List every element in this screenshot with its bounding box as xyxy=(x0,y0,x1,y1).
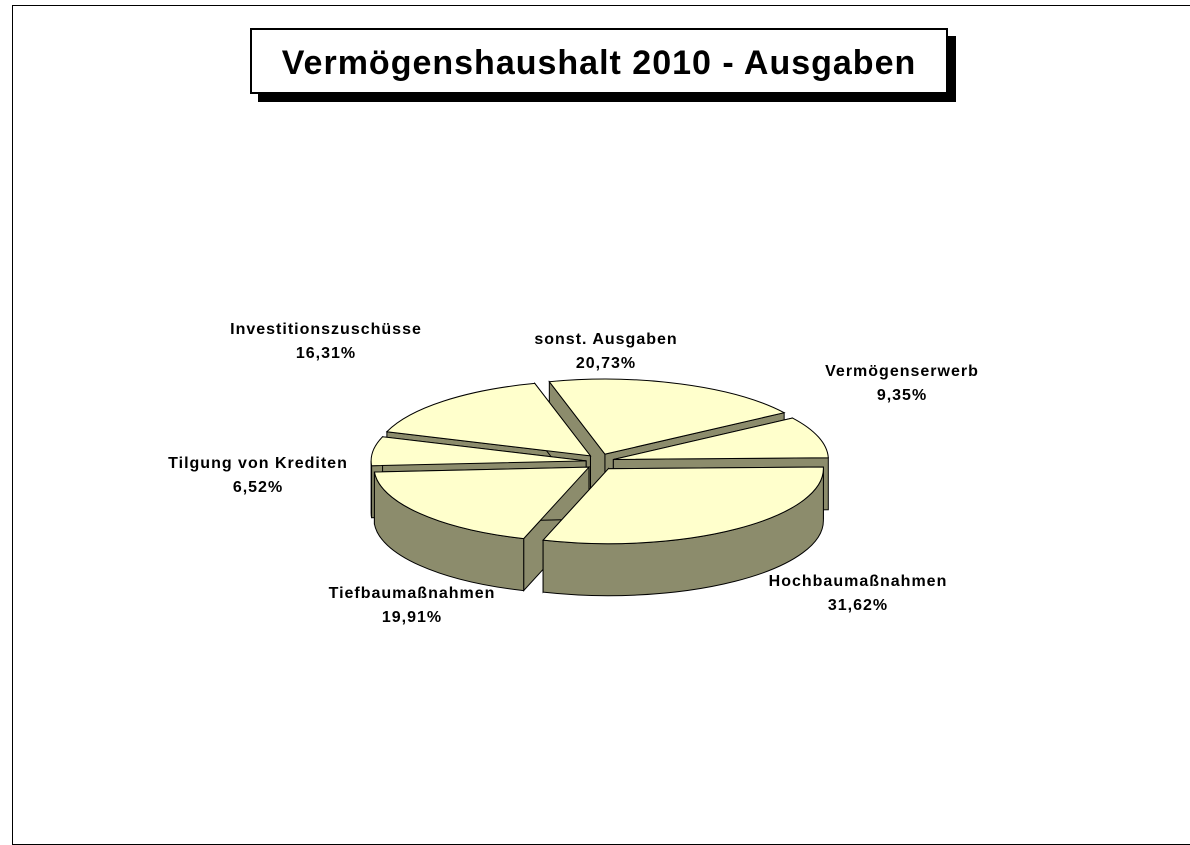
value-label: 9,35% xyxy=(782,384,1022,408)
chart-title: Vermögenshaushalt 2010 - Ausgaben xyxy=(250,28,948,94)
value-label: 20,73% xyxy=(506,352,706,376)
category-name: Hochbaumaßnahmen xyxy=(741,570,976,594)
value-label: 19,91% xyxy=(292,606,532,630)
category-name: Investitionszuschüsse xyxy=(206,318,446,342)
value-label: 16,31% xyxy=(206,342,446,366)
value-label: 6,52% xyxy=(133,476,383,500)
category-name: Tilgung von Krediten xyxy=(133,452,383,476)
value-label: 31,62% xyxy=(741,594,976,618)
category-name: Vermögenserwerb xyxy=(782,360,1022,384)
category-name: sonst. Ausgaben xyxy=(506,328,706,352)
category-name: Tiefbaumaßnahmen xyxy=(292,582,532,606)
